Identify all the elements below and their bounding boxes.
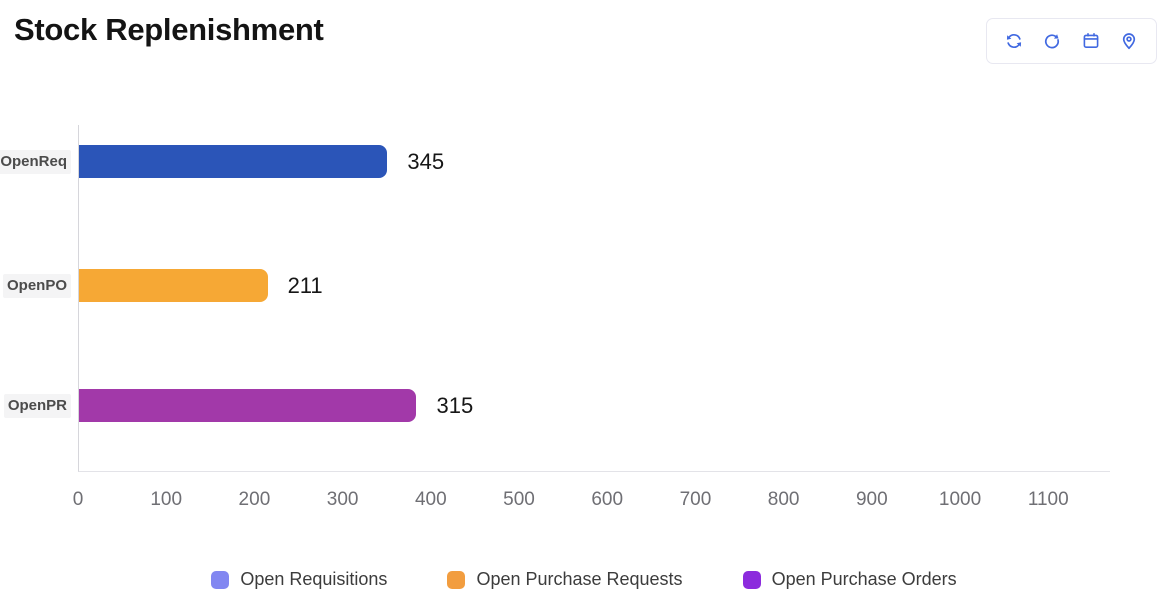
bar-openreq[interactable]	[79, 145, 388, 178]
bar-value-label: 315	[436, 392, 474, 418]
legend-swatch	[447, 570, 466, 589]
x-tick-label: 1100	[1027, 489, 1069, 510]
category-label: OpenReq	[0, 149, 71, 174]
legend-label: Open Requisitions	[240, 569, 388, 589]
sync-button[interactable]	[1004, 31, 1024, 51]
plot-area: 345 211 315	[78, 125, 1110, 472]
bar-row: 315	[79, 389, 1110, 422]
legend-label: Open Purchase Requests	[476, 569, 683, 589]
x-tick-label: 800	[767, 489, 800, 510]
page-title: Stock Replenishment	[14, 12, 324, 47]
x-tick-label: 500	[503, 489, 535, 510]
legend-item[interactable]: Open Purchase Orders	[742, 569, 957, 590]
calendar-button[interactable]	[1081, 31, 1101, 51]
category-label: OpenPR	[3, 393, 71, 418]
chart-legend: Open Requisitions Open Purchase Requests O…	[0, 569, 1168, 590]
refresh-icon	[1045, 34, 1060, 49]
legend-item[interactable]: Open Requisitions	[211, 569, 387, 590]
legend-item[interactable]: Open Purchase Requests	[447, 569, 683, 590]
x-tick-label: 0	[72, 489, 84, 510]
x-tick-label: 100	[150, 489, 183, 510]
location-button[interactable]	[1119, 31, 1139, 51]
location-pin-icon	[1122, 33, 1136, 50]
x-tick-label: 700	[679, 489, 712, 510]
calendar-icon	[1083, 32, 1099, 49]
sync-icon	[1006, 33, 1022, 49]
x-axis: 0 100 200 300 400 500 600 700 800 900 1000 1100	[73, 489, 1110, 515]
x-tick-label: 1000	[938, 489, 982, 510]
category-label: OpenPO	[2, 273, 71, 298]
y-axis-labels: OpenReq OpenPO OpenPR	[0, 125, 74, 472]
x-tick-label: 200	[238, 489, 271, 510]
bar-row: 211	[79, 269, 1110, 302]
legend-swatch	[211, 570, 230, 589]
bar-row: 345	[79, 145, 1110, 178]
bar-openpo[interactable]	[79, 269, 268, 302]
x-tick-label: 400	[414, 489, 447, 510]
chart-toolbar	[986, 18, 1157, 64]
legend-label: Open Purchase Orders	[771, 569, 957, 589]
legend-swatch	[742, 570, 761, 589]
bar-openpr[interactable]	[79, 389, 417, 422]
x-tick-label: 300	[326, 489, 359, 510]
bar-value-label: 345	[407, 148, 445, 174]
refresh-button[interactable]	[1042, 31, 1062, 51]
bar-value-label: 211	[287, 272, 323, 298]
x-tick-label: 900	[855, 489, 888, 510]
x-tick-label: 600	[591, 489, 624, 510]
